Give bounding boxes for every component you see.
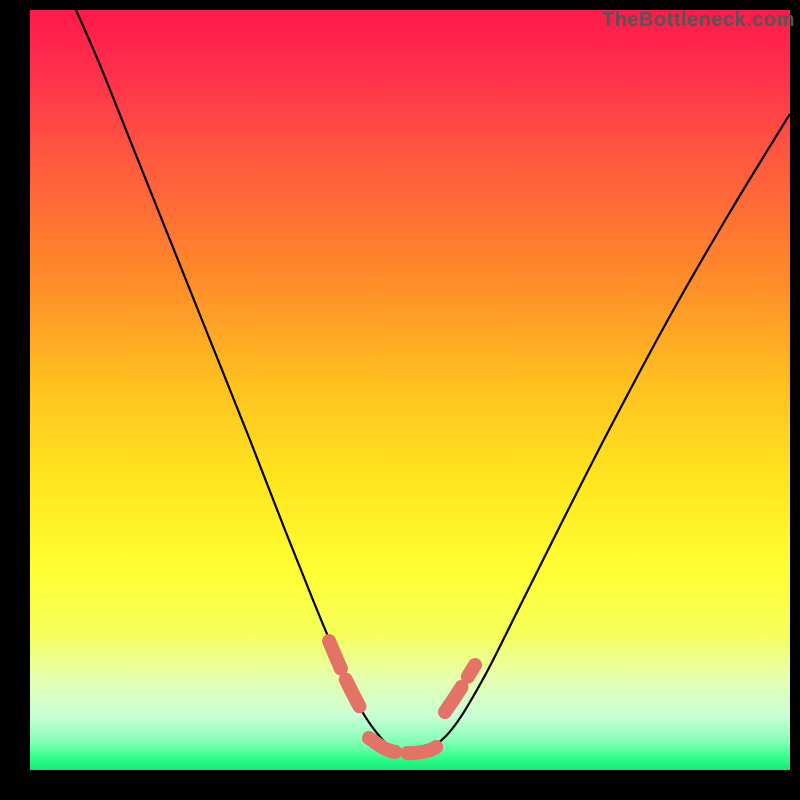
chart-svg bbox=[30, 10, 790, 770]
valley-marker-segment bbox=[445, 665, 475, 712]
plot-area bbox=[30, 10, 790, 770]
chart-frame: TheBottleneck.com bbox=[0, 0, 800, 800]
valley-marker-segment bbox=[369, 738, 445, 753]
watermark-text: TheBottleneck.com bbox=[602, 9, 795, 32]
bottleneck-curve bbox=[76, 10, 790, 752]
valley-marker-segment bbox=[329, 641, 363, 713]
